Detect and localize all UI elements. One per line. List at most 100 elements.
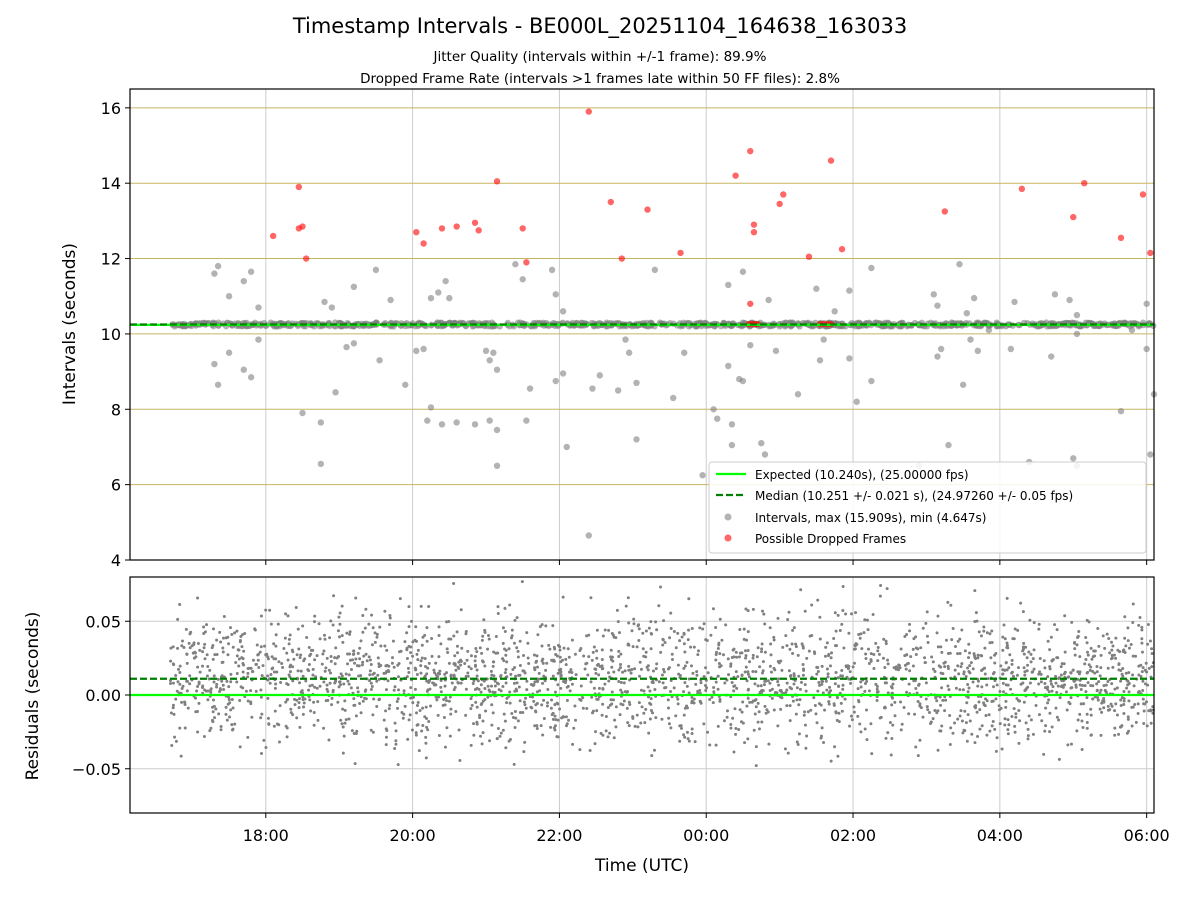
residual-point (756, 720, 760, 724)
interval-outlier-point (446, 294, 453, 302)
residual-point (342, 682, 346, 686)
interval-outlier-point (794, 391, 802, 398)
residual-point (785, 688, 789, 692)
residual-point (522, 700, 526, 704)
residual-point (1078, 655, 1082, 659)
residual-point (185, 679, 189, 683)
residual-point (448, 695, 452, 699)
residual-point (233, 722, 237, 726)
residual-point (964, 721, 968, 725)
residual-point (883, 665, 887, 669)
residual-point (644, 650, 648, 654)
residual-point (1039, 680, 1043, 684)
residual-point (968, 671, 972, 675)
residual-point (745, 704, 749, 708)
residual-point (182, 646, 186, 650)
residual-point (889, 685, 893, 689)
residual-point (761, 689, 765, 693)
residual-point (246, 735, 250, 739)
residual-point (359, 639, 363, 643)
residual-point (699, 681, 703, 685)
residual-point (1042, 659, 1046, 663)
residual-point (171, 662, 175, 666)
residual-point (734, 726, 738, 730)
residual-point (544, 624, 548, 628)
residual-point (718, 652, 722, 656)
residual-point (424, 756, 428, 760)
dropped-frame-point (1081, 180, 1088, 187)
residual-point (650, 754, 654, 758)
residual-point (1026, 727, 1030, 731)
residual-point (712, 690, 716, 694)
residual-point (1032, 648, 1036, 652)
residual-point (670, 657, 674, 661)
dropped-frame-point (644, 206, 651, 213)
residual-point (617, 679, 621, 683)
residual-point (1089, 713, 1093, 717)
residual-point (302, 701, 306, 705)
residual-point (1063, 614, 1067, 618)
residual-point (567, 670, 571, 674)
residual-point (285, 735, 289, 739)
residual-point (759, 684, 763, 688)
residual-point (865, 738, 869, 742)
residual-point (416, 648, 420, 652)
residual-point (625, 706, 629, 710)
residual-point (710, 695, 714, 699)
residual-point (1054, 681, 1058, 685)
legend-dropped-swatch (724, 534, 732, 542)
residual-point (841, 683, 845, 687)
residual-point (925, 610, 929, 614)
residual-point (564, 663, 568, 667)
residual-point (403, 704, 407, 708)
residual-point (1047, 698, 1051, 702)
residual-point (1126, 626, 1130, 630)
residual-point (919, 706, 923, 710)
residual-point (982, 629, 986, 633)
residual-point (953, 721, 957, 725)
residual-point (1082, 702, 1086, 706)
residual-point (402, 689, 406, 693)
residual-point (595, 649, 599, 653)
interval-outlier-point (974, 347, 982, 355)
residual-point (421, 635, 425, 639)
residual-point (215, 682, 219, 686)
residual-point (788, 674, 792, 678)
residual-point (369, 681, 373, 685)
residual-point (1126, 683, 1130, 687)
interval-outlier-point (934, 353, 941, 360)
residual-point (224, 636, 228, 640)
residual-point (846, 667, 850, 671)
interval-outlier-point (868, 377, 875, 385)
residual-point (935, 631, 939, 635)
residual-point (549, 725, 553, 729)
residual-point (484, 709, 488, 713)
residual-point (296, 669, 300, 673)
residual-point (322, 633, 326, 637)
residual-point (505, 701, 509, 705)
residual-point (333, 656, 337, 660)
interval-outlier-point (471, 421, 479, 428)
interval-outlier-point (493, 426, 501, 434)
residual-point (288, 633, 292, 637)
residual-point (980, 685, 984, 689)
residual-point (255, 643, 259, 647)
interval-outlier-point (413, 347, 420, 355)
interval-outlier-point (376, 357, 383, 364)
residual-point (226, 653, 230, 657)
residual-point (567, 655, 571, 659)
residual-point (1042, 752, 1046, 756)
residual-point (690, 727, 694, 731)
residual-point (237, 657, 241, 661)
residual-point (347, 652, 351, 656)
interval-outlier-point (831, 308, 838, 315)
residual-point (541, 661, 545, 665)
residual-point (614, 725, 618, 729)
interval-outlier-point (332, 389, 339, 396)
residual-point (626, 721, 630, 725)
residual-point (595, 663, 599, 667)
residual-point (453, 662, 457, 666)
residual-point (486, 695, 490, 699)
residual-point (752, 728, 756, 732)
residual-point (624, 604, 628, 608)
